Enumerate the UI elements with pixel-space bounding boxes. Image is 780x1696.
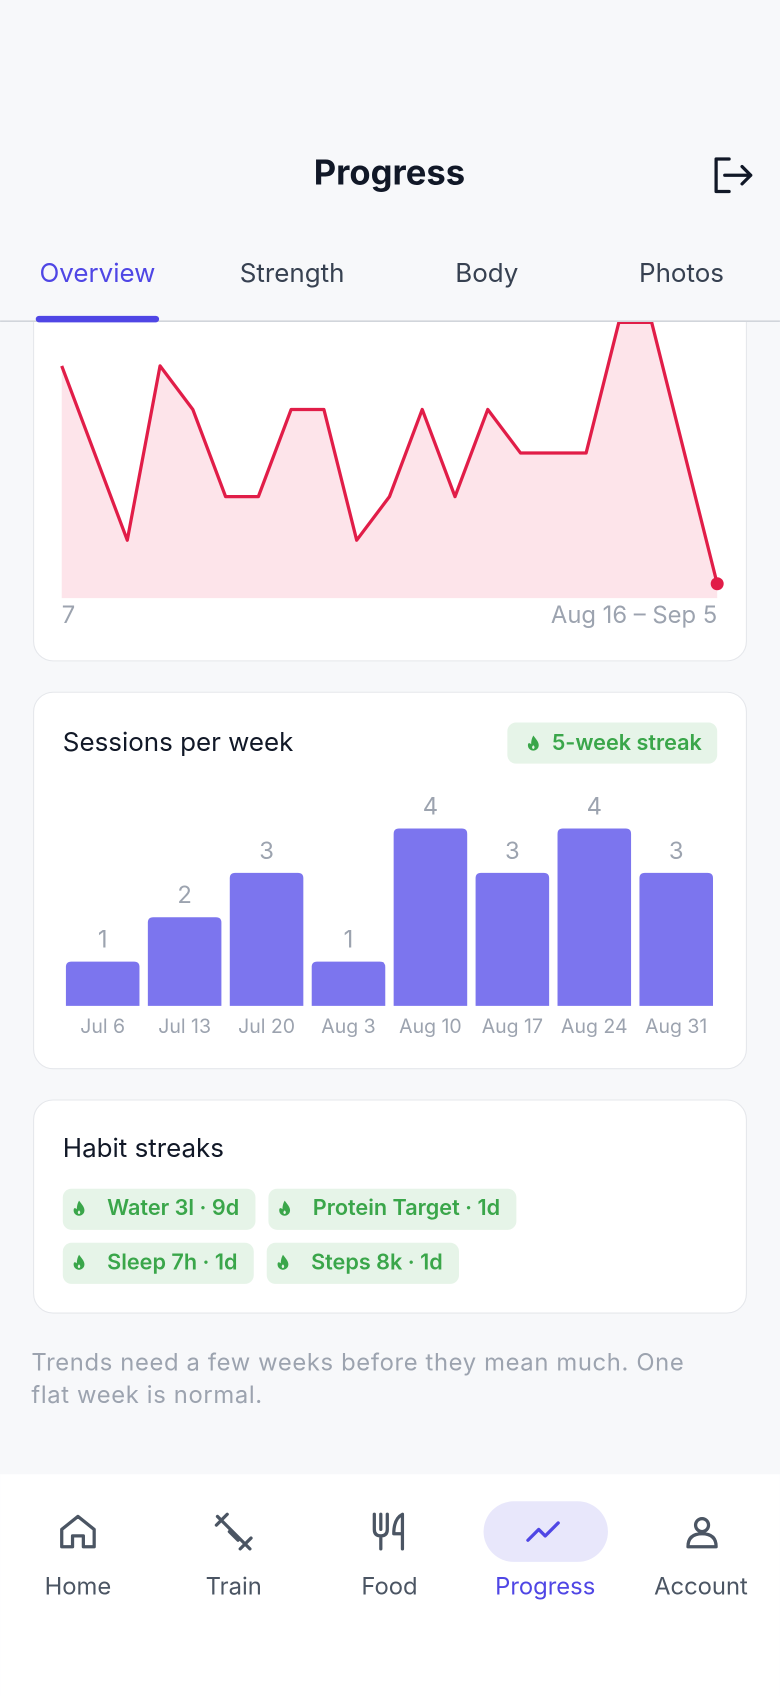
bar-value-label: 3 bbox=[669, 836, 684, 865]
bar-value-label: 4 bbox=[423, 791, 438, 820]
bar bbox=[229, 872, 304, 1006]
bar-value-label: 1 bbox=[98, 925, 108, 954]
chip-bg bbox=[62, 1242, 254, 1284]
x-tick-label: Aug 3 bbox=[321, 1014, 375, 1038]
x-start-label: 7 bbox=[62, 600, 75, 629]
habit-chips: Water 3l · 9d Protein Target · 1d Sleep 7h… bbox=[62, 1188, 517, 1284]
x-tick-label: Aug 31 bbox=[645, 1014, 707, 1038]
nav-bg bbox=[0, 1474, 780, 1696]
chip-text: Protein Target · 1d bbox=[313, 1195, 500, 1221]
nav-icons bbox=[60, 1512, 718, 1551]
habit-chip: Sleep 7h · 1d bbox=[62, 1242, 254, 1284]
trend-last-dot bbox=[710, 577, 724, 591]
bar bbox=[475, 872, 550, 1006]
trend-line bbox=[60, 320, 719, 585]
bar bbox=[393, 828, 468, 1006]
x-tick-label: Jul 6 bbox=[80, 1014, 125, 1038]
bar-value-label: 3 bbox=[505, 836, 520, 865]
x-tick-label: Aug 24 bbox=[561, 1014, 627, 1038]
tab-indicator bbox=[35, 315, 160, 323]
header: Progress Overview Strength Body Photos bbox=[0, 0, 780, 323]
trend-area bbox=[61, 322, 718, 599]
nav-item[interactable]: Train bbox=[206, 1571, 262, 1600]
x-end-label: Aug 16 – Sep 5 bbox=[551, 600, 717, 629]
x-tick-label: Jul 13 bbox=[158, 1014, 211, 1038]
bar bbox=[311, 961, 386, 1006]
logout-button[interactable] bbox=[714, 157, 753, 194]
x-tick-label: Jul 20 bbox=[238, 1014, 295, 1038]
bar bbox=[147, 917, 222, 1006]
note: Trends need a few weeks before they mean… bbox=[31, 1347, 684, 1376]
bottom-nav: Home Train Food Progress Account bbox=[0, 1474, 780, 1696]
tab[interactable]: Photos bbox=[639, 258, 724, 289]
card-title: Habit streaks bbox=[63, 1133, 224, 1164]
bar-value-label: 4 bbox=[587, 791, 602, 820]
habit-chip: Protein Target · 1d bbox=[268, 1188, 517, 1230]
bar bbox=[639, 872, 714, 1006]
nav-active-pill bbox=[483, 1501, 608, 1562]
x-tick-label: Aug 10 bbox=[399, 1014, 462, 1038]
nav-icon-active bbox=[526, 1521, 560, 1542]
bar-value-label: 3 bbox=[259, 836, 274, 865]
bar-value-label: 2 bbox=[177, 880, 192, 909]
page-title: Progress bbox=[314, 152, 465, 194]
chip-bg bbox=[62, 1188, 256, 1230]
nav-item[interactable]: Food bbox=[361, 1571, 417, 1600]
tab[interactable]: Body bbox=[455, 258, 518, 289]
bar bbox=[557, 828, 632, 1006]
badge-text: 5-week streak bbox=[552, 730, 703, 756]
streak-badge bbox=[507, 722, 718, 764]
header-bg bbox=[0, 0, 780, 322]
card-title: Sessions per week bbox=[63, 727, 294, 758]
bar bbox=[65, 961, 140, 1006]
tab[interactable]: Overview bbox=[39, 258, 155, 289]
note: flat week is normal. bbox=[31, 1380, 262, 1409]
habit-chip: Steps 8k · 1d bbox=[266, 1242, 459, 1284]
habit-chip: Water 3l · 9d bbox=[62, 1188, 256, 1230]
x-tick-label: Aug 17 bbox=[482, 1014, 543, 1038]
nav-item[interactable]: Progress bbox=[495, 1571, 595, 1600]
chip-text: Water 3l · 9d bbox=[107, 1195, 239, 1221]
chip-text: Steps 8k · 1d bbox=[311, 1249, 443, 1275]
bar-value-label: 1 bbox=[344, 925, 354, 954]
content: Sessions per week 5-week streak Habit st… bbox=[31, 259, 747, 1409]
chip-text: Sleep 7h · 1d bbox=[107, 1249, 237, 1275]
tab[interactable]: Strength bbox=[240, 258, 345, 289]
chip-bg bbox=[266, 1242, 459, 1284]
nav-item[interactable]: Home bbox=[45, 1571, 112, 1600]
nav-item[interactable]: Account bbox=[654, 1571, 748, 1600]
chip-bg bbox=[268, 1188, 517, 1230]
